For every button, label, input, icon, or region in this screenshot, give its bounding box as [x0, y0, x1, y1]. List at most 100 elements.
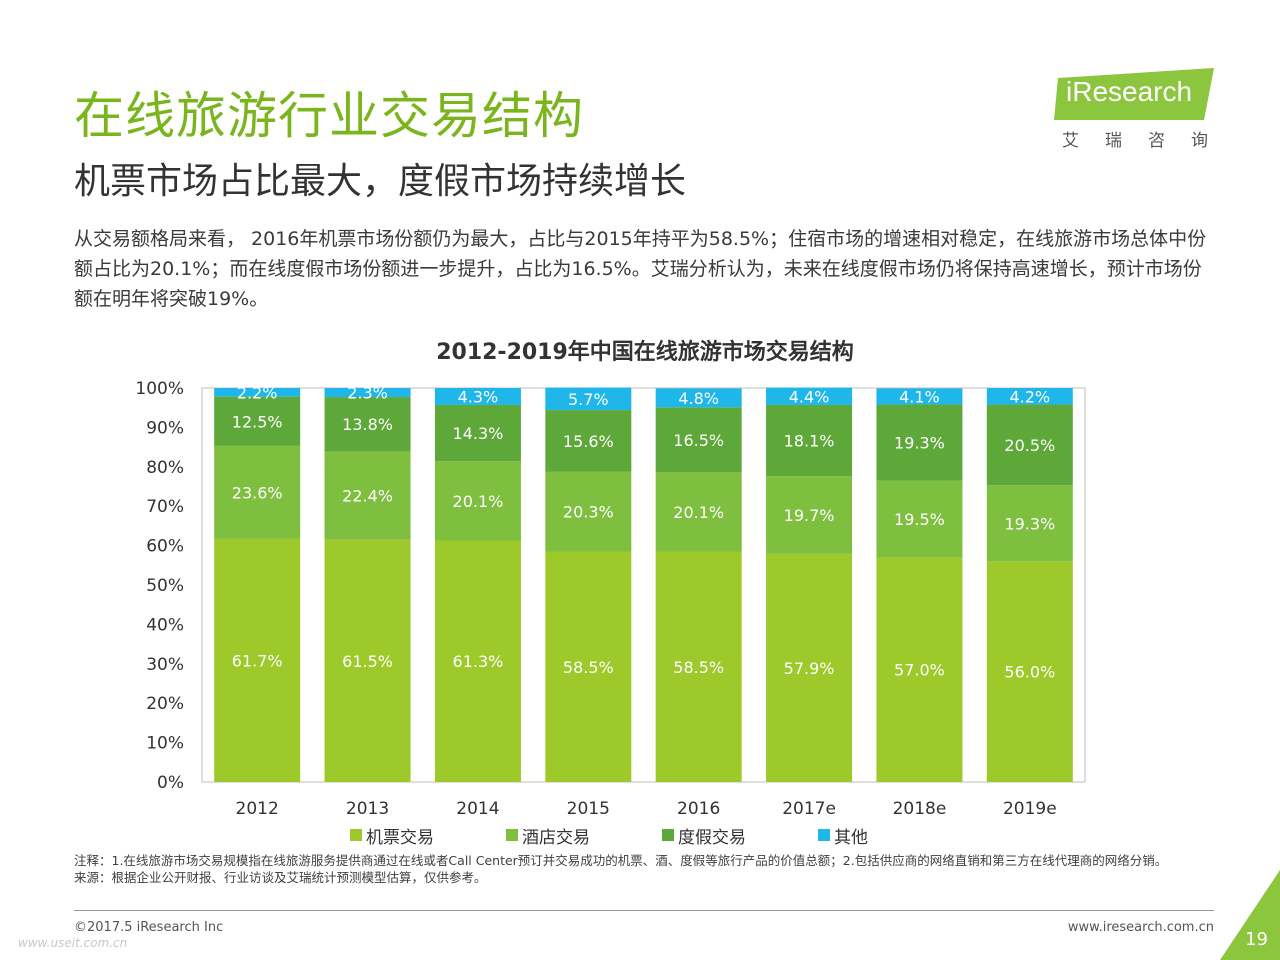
bar-segment-2017e-2 — [766, 404, 853, 477]
data-label: 19.3% — [894, 434, 945, 453]
data-label: 16.5% — [673, 431, 724, 450]
bar-segment-2017e-1 — [766, 476, 853, 554]
legend-item-hotel: 酒店交易 — [506, 824, 590, 848]
bar-segment-2019e-1 — [986, 485, 1073, 562]
y-tick-label: 100% — [135, 379, 184, 399]
bar-segment-2013-2 — [324, 397, 411, 452]
bar-segment-2017e-3 — [766, 387, 853, 405]
legend-swatch-hotel — [506, 829, 518, 841]
data-label: 4.1% — [899, 387, 940, 406]
y-tick-label: 60% — [146, 537, 184, 557]
data-label: 19.7% — [784, 506, 835, 525]
bar-segment-2018e-0 — [876, 557, 963, 782]
bar-segment-2018e-3 — [876, 388, 963, 405]
bar-segment-2015-1 — [545, 471, 632, 552]
legend-swatch-other — [818, 829, 830, 841]
bar-segment-2018e-1 — [876, 480, 963, 558]
copyright: ©2017.5 iResearch Inc — [74, 920, 224, 935]
data-label: 2.2% — [237, 383, 278, 402]
data-label: 15.6% — [563, 432, 614, 451]
bar-segment-2014-0 — [434, 540, 521, 782]
data-label: 57.9% — [784, 659, 835, 678]
data-label: 20.1% — [453, 492, 504, 511]
bar-segment-2015-3 — [545, 387, 632, 411]
y-tick-label: 90% — [146, 418, 184, 438]
data-label: 4.4% — [789, 387, 830, 406]
data-label: 4.8% — [678, 389, 719, 408]
iresearch-logo: iResearch 艾瑞咨询 — [1054, 66, 1224, 151]
corner-triangle-icon — [1220, 870, 1280, 960]
summary-paragraph: 从交易额格局来看， 2016年机票市场份额仍为最大，占比与2015年持平为58.… — [74, 228, 1207, 310]
data-label: 22.4% — [342, 487, 393, 506]
x-tick-label: 2016 — [677, 799, 720, 819]
data-label: 19.5% — [894, 510, 945, 529]
bar-segment-2014-1 — [434, 461, 521, 541]
bar-segment-2016-2 — [655, 407, 742, 473]
y-tick-label: 10% — [146, 734, 184, 754]
bar-segment-2012-1 — [214, 445, 301, 539]
watermark: www.useit.com.cn — [18, 936, 128, 950]
x-tick-label: 2013 — [346, 799, 389, 819]
legend-item-airfare: 机票交易 — [350, 824, 434, 848]
data-label: 12.5% — [232, 412, 283, 431]
data-label: 61.3% — [453, 652, 504, 671]
bar-segment-2016-3 — [655, 388, 742, 408]
logo-badge-icon — [1054, 68, 1214, 120]
page-number: 19 — [1245, 929, 1268, 950]
data-label: 57.0% — [894, 661, 945, 680]
bar-segment-2016-0 — [655, 551, 742, 782]
bar-segment-2019e-0 — [986, 561, 1073, 782]
bar-segment-2014-2 — [434, 404, 521, 462]
legend-label-airfare: 机票交易 — [366, 827, 434, 848]
stacked-bar-chart: 0% 10% 20% 30% 40% 50% 60% 70% 80% 90% 100% 61.7% 23… — [135, 379, 1086, 819]
data-label: 20.1% — [673, 503, 724, 522]
data-label: 13.8% — [342, 415, 393, 434]
y-tick-label: 30% — [146, 655, 184, 675]
data-label: 18.1% — [784, 432, 835, 451]
data-label: 58.5% — [563, 658, 614, 677]
x-tick-label: 2015 — [567, 799, 610, 819]
legend-label-hotel: 酒店交易 — [522, 827, 590, 848]
footnote-note: 注释：1.在线旅游市场交易规模指在线旅游服务提供商通过在线或者Call Cent… — [74, 853, 1168, 868]
y-tick-label: 40% — [146, 615, 184, 635]
bar-segment-2014-3 — [434, 388, 521, 405]
logo-cn: 艾瑞咨询 — [1062, 131, 1234, 151]
data-label: 23.6% — [232, 483, 283, 502]
footer-divider — [74, 910, 1214, 911]
y-tick-label: 20% — [146, 694, 184, 714]
bar-segment-2019e-2 — [986, 404, 1073, 486]
data-label: 20.3% — [563, 503, 614, 522]
bar-segment-2017e-0 — [766, 553, 853, 782]
x-tick-label: 2014 — [456, 799, 499, 819]
chart-title: 2012-2019年中国在线旅游市场交易结构 — [436, 340, 854, 365]
legend-label-other: 其他 — [834, 827, 868, 848]
footnote-source: 来源：根据企业公开财报、行业访谈及艾瑞统计预测模型估算，仅供参考。 — [74, 870, 487, 885]
bar-segment-2018e-2 — [876, 404, 963, 481]
chart-legend: 机票交易 酒店交易 度假交易 其他 — [350, 824, 868, 848]
logo-text: iResearch — [1066, 76, 1193, 107]
plot-frame — [201, 387, 1086, 783]
data-label: 58.5% — [673, 658, 724, 677]
bar-segment-2019e-3 — [986, 388, 1073, 405]
legend-label-vacation: 度假交易 — [678, 827, 746, 848]
x-tick-label: 2017e — [782, 799, 836, 819]
x-tick-label: 2019e — [1003, 799, 1057, 819]
data-label: 4.2% — [1009, 387, 1050, 406]
page-title: 在线旅游行业交易结构 — [74, 87, 584, 145]
data-label: 2.3% — [347, 384, 388, 403]
legend-swatch-vacation — [662, 829, 674, 841]
bar-segment-2013-0 — [324, 539, 411, 782]
bar-segment-2012-0 — [214, 538, 301, 782]
data-label: 5.7% — [568, 390, 609, 409]
y-tick-label: 70% — [146, 497, 184, 517]
bar-segment-2012-2 — [214, 396, 301, 446]
legend-swatch-airfare — [350, 829, 362, 841]
data-label: 4.3% — [458, 387, 499, 406]
data-label: 61.5% — [342, 652, 393, 671]
data-label: 20.5% — [1004, 436, 1055, 455]
x-tick-label: 2012 — [236, 799, 279, 819]
data-label: 61.7% — [232, 651, 283, 670]
data-label: 19.3% — [1004, 514, 1055, 533]
x-tick-label: 2018e — [893, 799, 947, 819]
website-link[interactable]: www.iresearch.com.cn — [1067, 920, 1214, 935]
